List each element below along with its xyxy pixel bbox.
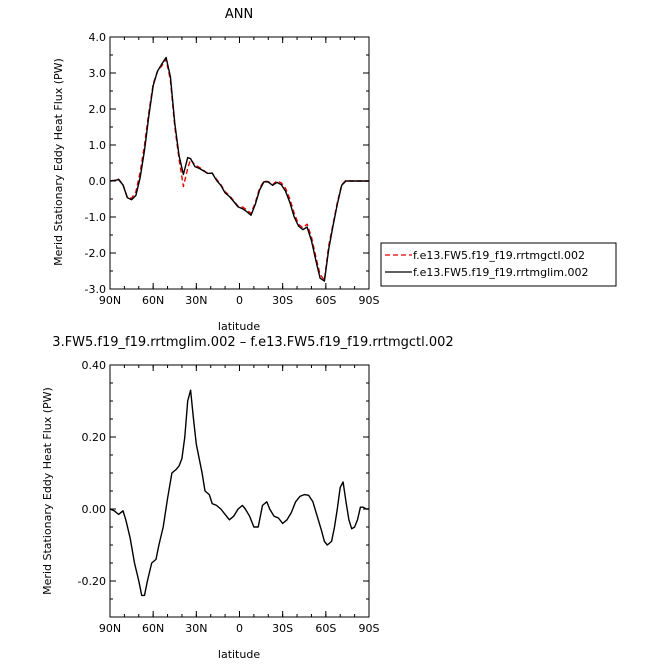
top-panel-x-axis-label: latitude: [218, 320, 260, 333]
top-y-tick-label: -3.0: [85, 283, 106, 296]
bottom-x-tick-label: 0: [236, 622, 243, 635]
legend: f.e13.FW5.f19_f19.rrtmgctl.002 f.e13.FW5…: [380, 242, 617, 287]
bottom-panel-x-axis-label: latitude: [218, 648, 260, 661]
top-y-tick-label: -2.0: [85, 247, 106, 260]
bottom-plot-frame: [109, 364, 370, 618]
top-panel-title: ANN: [225, 7, 253, 22]
bottom-x-tick-label: 90N: [99, 622, 121, 635]
bottom-x-tick-label: 30S: [272, 622, 293, 635]
top-x-tick-label: 60N: [142, 294, 164, 307]
legend-box: [380, 242, 617, 287]
legend-label-lim: f.e13.FW5.f19_f19.rrtmglim.002: [413, 266, 588, 279]
bottom-y-tick-label: 0.20: [82, 431, 107, 444]
top-panel: ANN Merid Stationary Eddy Heat Flux (PW)…: [52, 7, 617, 333]
bottom-x-tick-label: 90S: [359, 622, 380, 635]
top-y-tick-label: 1.0: [89, 139, 107, 152]
top-y-tick-label: 3.0: [89, 67, 107, 80]
bottom-panel-y-axis-label: Merid Stationary Eddy Heat Flux (PW): [41, 387, 54, 595]
top-series-line-1: [109, 56, 369, 282]
top-y-tick-label: -1.0: [85, 211, 106, 224]
bottom-panel-title: 3.FW5.f19_f19.rrtmglim.002 – f.e13.FW5.f…: [52, 335, 453, 350]
bottom-y-tick-label: -0.20: [78, 575, 106, 588]
top-x-tick-label: 30S: [272, 294, 293, 307]
top-plot-frame: [109, 36, 370, 290]
bottom-x-tick-label: 60N: [142, 622, 164, 635]
top-y-tick-label: 2.0: [89, 103, 107, 116]
bottom-y-tick-label: 0.00: [82, 503, 107, 516]
top-panel-y-axis-label: Merid Stationary Eddy Heat Flux (PW): [52, 58, 65, 266]
top-x-tick-label: 30N: [185, 294, 207, 307]
top-y-tick-label: 4.0: [89, 31, 107, 44]
bottom-panel: 3.FW5.f19_f19.rrtmglim.002 – f.e13.FW5.f…: [41, 335, 454, 661]
bottom-x-tick-label: 30N: [185, 622, 207, 635]
bottom-y-tick-label: 0.40: [82, 359, 107, 372]
top-x-tick-label: 90S: [359, 294, 380, 307]
top-x-tick-label: 90N: [99, 294, 121, 307]
top-x-tick-label: 60S: [315, 294, 336, 307]
legend-label-ctl: f.e13.FW5.f19_f19.rrtmgctl.002: [413, 249, 585, 262]
bottom-series-line-0: [109, 389, 369, 597]
top-y-tick-label: 0.0: [89, 175, 107, 188]
bottom-x-tick-label: 60S: [315, 622, 336, 635]
top-series-line-0: [109, 58, 369, 281]
top-x-tick-label: 0: [236, 294, 243, 307]
